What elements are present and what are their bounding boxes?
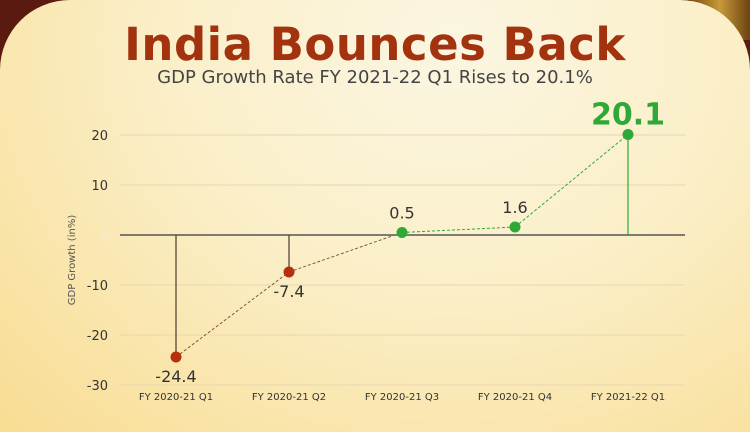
trend-segment (288, 232, 403, 273)
chart-subtitle: GDP Growth Rate FY 2021-22 Q1 Rises to 2… (157, 67, 593, 88)
data-point (622, 129, 634, 140)
data-point (396, 227, 408, 238)
x-tick-label: FY 2020-21 Q4 (478, 392, 552, 403)
y-tick-label: 10 (91, 179, 108, 194)
x-tick-label: FY 2020-21 Q3 (365, 392, 439, 403)
x-tick-label: FY 2020-21 Q1 (139, 392, 213, 403)
data-label: -24.4 (155, 367, 196, 386)
trend-segment (514, 134, 629, 228)
trend-segment (401, 226, 516, 233)
data-label: 0.5 (389, 204, 414, 223)
data-point (509, 221, 521, 233)
y-axis-label: GDP Growth (in%) (67, 215, 78, 306)
y-tick-label: -30 (87, 379, 108, 394)
data-label: 20.1 (591, 98, 665, 133)
x-tick-label: FY 2020-21 Q2 (252, 392, 326, 403)
chart-title: India Bounces Back (124, 18, 626, 71)
data-label: 1.6 (502, 198, 527, 217)
data-point (283, 266, 295, 278)
x-tick-label: FY 2021-22 Q1 (591, 392, 665, 403)
y-tick-label: -20 (87, 329, 108, 344)
y-tick-label: -10 (87, 279, 108, 294)
y-tick-label: 0 (100, 229, 108, 244)
y-tick-label: 20 (91, 129, 108, 144)
data-label: -7.4 (273, 282, 304, 301)
data-point (170, 351, 182, 363)
trend-segment (175, 271, 290, 358)
